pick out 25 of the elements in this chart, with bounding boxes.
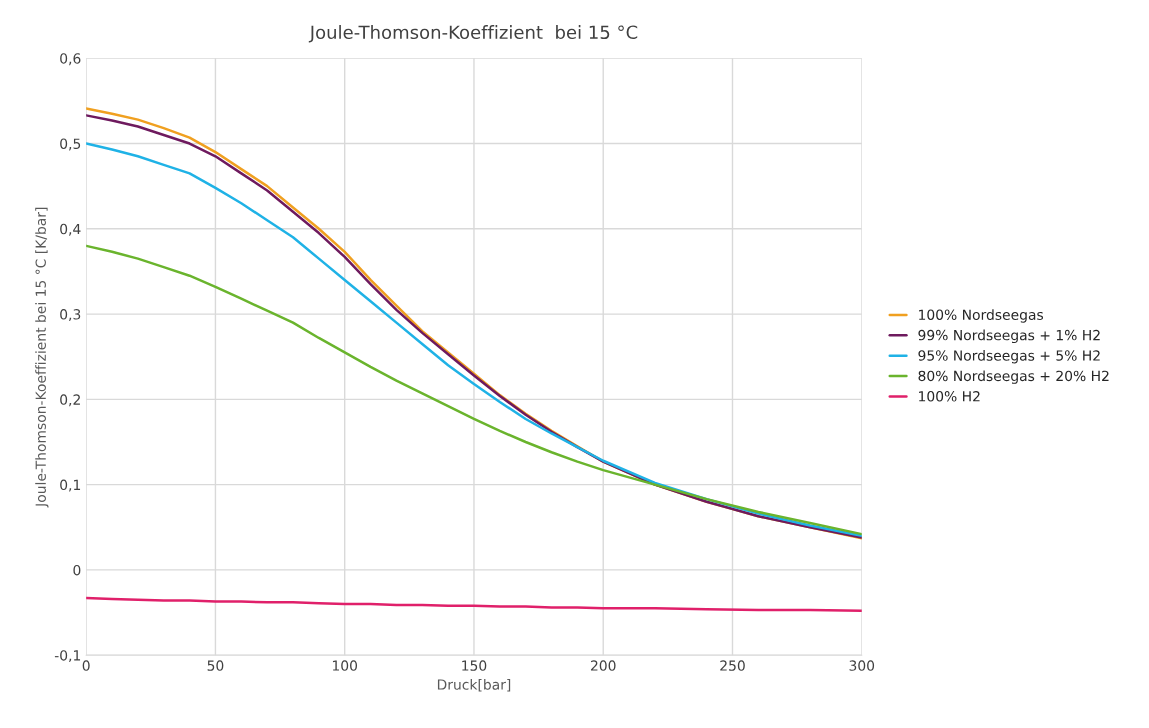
y-tick-label: -0,1 xyxy=(54,650,81,663)
legend-label: 100% H2 xyxy=(919,391,980,402)
legend-label: 80% Nordseegas + 20% H2 xyxy=(918,370,1109,384)
x-tick-label: 200 xyxy=(590,660,616,671)
y-tick-label: 0,5 xyxy=(60,138,81,151)
x-tick-label: 0 xyxy=(82,660,90,671)
y-tick-label: 0,4 xyxy=(60,223,81,236)
x-tick-label: 100 xyxy=(332,660,358,671)
y-tick-label: 0,2 xyxy=(60,394,80,407)
y-tick-label: 0,6 xyxy=(60,53,81,66)
chart-title: Joule-Thomson-Koeffizient bei 15 °C xyxy=(308,25,638,43)
x-tick-label: 150 xyxy=(462,660,487,671)
y-tick-label: 0,3 xyxy=(60,309,81,321)
x-tick-label: 250 xyxy=(720,660,745,671)
legend-label: 100% Nordseegas xyxy=(919,309,1044,323)
y-tick-label: 0 xyxy=(73,564,81,576)
y-axis-title: Joule-Thomson-Koeffizient bei 15 °C [K/bar] xyxy=(35,207,49,508)
x-tick-label: 50 xyxy=(207,660,224,671)
legend-label: 95% Nordseegas + 5% H2 xyxy=(918,350,1100,364)
line-series xyxy=(86,244,862,536)
y-tick-label: 0,1 xyxy=(60,479,81,492)
x-tick-label: 300 xyxy=(849,660,875,671)
legend-label: 99% Nordseegas + 1% H2 xyxy=(918,329,1100,344)
x-axis-title: Druck[bar] xyxy=(437,679,511,692)
line-series xyxy=(86,596,862,613)
